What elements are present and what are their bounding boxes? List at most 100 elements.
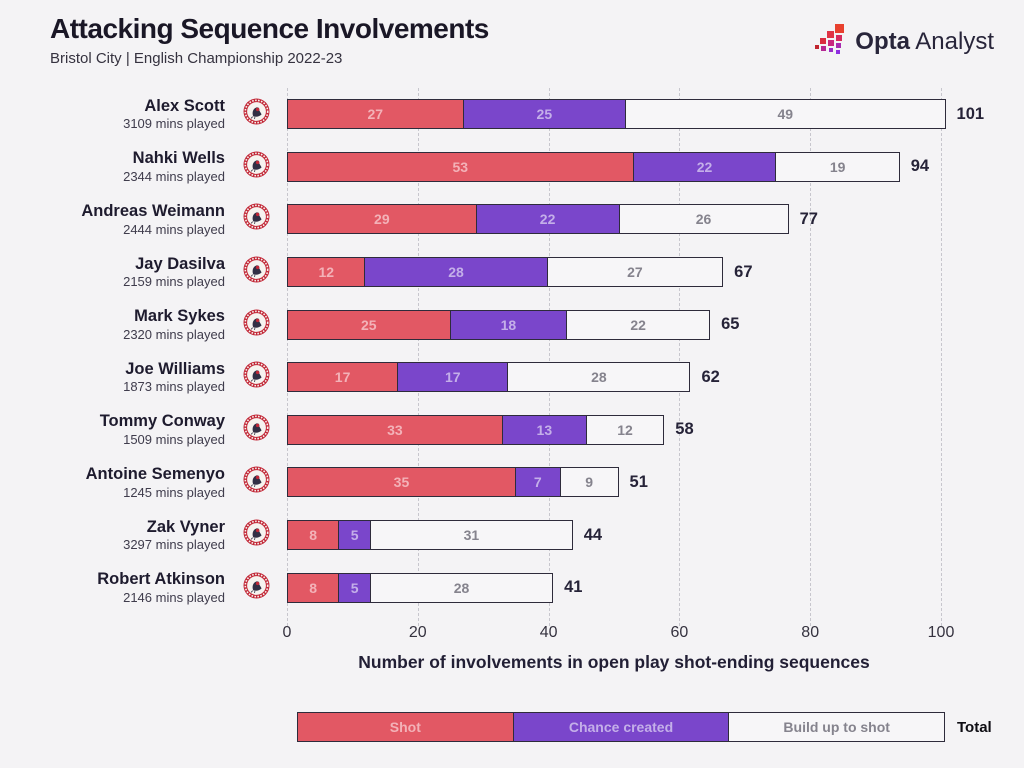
chance-created-segment: 18 <box>449 309 568 340</box>
legend-bar: Shot Chance created Build up to shot <box>297 712 946 742</box>
club-badge-cell <box>225 203 287 235</box>
logo-wordmark: Opta Analyst <box>855 28 994 56</box>
build-up-segment: 19 <box>775 151 900 182</box>
build-up-segment: 22 <box>566 309 711 340</box>
player-name: Antoine Semenyo <box>85 465 225 484</box>
player-cell: Mark Sykes 2320 mins played <box>0 306 225 343</box>
tick-label: 60 <box>670 624 689 641</box>
opta-squares-icon <box>813 22 847 61</box>
tick-label: 40 <box>539 624 558 641</box>
total-value: 65 <box>721 315 740 334</box>
shot-segment: 17 <box>287 362 399 393</box>
chance-created-segment: 28 <box>364 257 548 288</box>
club-badge-cell <box>225 361 287 393</box>
table-row: Mark Sykes 2320 mins played 25 18 22 65 <box>0 298 1024 351</box>
player-name: Alex Scott <box>144 96 225 115</box>
bar-rows: Alex Scott 3109 mins played 27 25 49 101 <box>0 88 1024 614</box>
stacked-bar: 17 17 28 <box>287 362 691 393</box>
legend-total-label: Total <box>957 718 992 736</box>
logo-text-bold: Opta <box>855 27 910 55</box>
total-value: 77 <box>799 209 818 228</box>
player-cell: Zak Vyner 3297 mins played <box>0 517 225 554</box>
player-minutes: 1509 mins played <box>123 432 225 448</box>
player-minutes: 3297 mins played <box>123 537 225 553</box>
player-name: Andreas Weimann <box>81 202 225 221</box>
player-name: Tommy Conway <box>99 412 225 431</box>
build-up-segment: 12 <box>585 414 665 445</box>
player-cell: Jay Dasilva 2159 mins played <box>0 254 225 291</box>
stacked-bar: 8 5 28 <box>287 572 554 603</box>
player-cell: Alex Scott 3109 mins played <box>0 96 225 133</box>
player-minutes: 2320 mins played <box>123 326 225 342</box>
tick-label: 100 <box>927 624 955 641</box>
stacked-bar: 8 5 31 <box>287 520 573 551</box>
bristol-city-badge-icon <box>243 361 270 393</box>
bristol-city-badge-icon <box>243 519 270 551</box>
bristol-city-badge-icon <box>243 98 270 130</box>
legend-item-shot: Shot <box>297 712 514 742</box>
chance-created-segment: 5 <box>338 572 371 603</box>
chance-created-segment: 13 <box>501 414 587 445</box>
club-badge-cell <box>225 256 287 288</box>
club-badge-cell <box>225 98 287 130</box>
chance-created-segment: 25 <box>462 99 627 130</box>
build-up-segment: 49 <box>625 99 946 130</box>
bristol-city-badge-icon <box>243 203 270 235</box>
table-row: Tommy Conway 1509 mins played 33 13 12 5… <box>0 404 1024 457</box>
player-cell: Tommy Conway 1509 mins played <box>0 411 225 448</box>
bristol-city-badge-icon <box>243 309 270 341</box>
header: Attacking Sequence Involvements Bristol … <box>50 13 489 67</box>
total-value: 51 <box>629 472 648 491</box>
player-name: Jay Dasilva <box>135 254 225 273</box>
shot-segment: 33 <box>287 414 503 445</box>
table-row: Joe Williams 1873 mins played 17 17 28 6… <box>0 351 1024 404</box>
club-badge-cell <box>225 309 287 341</box>
shot-segment: 29 <box>287 204 477 235</box>
player-cell: Antoine Semenyo 1245 mins played <box>0 464 225 501</box>
player-minutes: 1873 mins played <box>123 379 225 395</box>
build-up-segment: 9 <box>559 467 619 498</box>
player-name: Mark Sykes <box>134 307 225 326</box>
logo-text-regular: Analyst <box>915 27 994 55</box>
player-cell: Nahki Wells 2344 mins played <box>0 148 225 185</box>
shot-segment: 25 <box>287 309 451 340</box>
player-minutes: 2344 mins played <box>123 169 225 185</box>
total-value: 41 <box>564 578 583 597</box>
player-name: Nahki Wells <box>132 149 225 168</box>
player-minutes: 2159 mins played <box>123 274 225 290</box>
player-cell: Robert Atkinson 2146 mins played <box>0 569 225 606</box>
tick-label: 20 <box>408 624 427 641</box>
tick-label: 0 <box>282 624 292 641</box>
build-up-segment: 27 <box>546 257 724 288</box>
x-axis-ticks: 0 20 40 60 80 100 <box>0 624 1024 646</box>
stacked-bar: 27 25 49 <box>287 99 946 130</box>
shot-segment: 27 <box>287 99 464 130</box>
total-value: 62 <box>701 367 720 386</box>
bristol-city-badge-icon <box>243 414 270 446</box>
x-axis-label: Number of involvements in open play shot… <box>358 652 870 672</box>
legend-item-chance: Chance created <box>512 712 730 742</box>
stacked-bar: 12 28 27 <box>287 257 724 288</box>
table-row: Alex Scott 3109 mins played 27 25 49 101 <box>0 88 1024 141</box>
stacked-bar: 53 22 19 <box>287 151 900 182</box>
player-name: Robert Atkinson <box>97 570 225 589</box>
bristol-city-badge-icon <box>243 256 270 288</box>
legend: Shot Chance created Build up to shot Total <box>297 712 992 742</box>
build-up-segment: 31 <box>370 520 573 551</box>
player-minutes: 1245 mins played <box>123 484 225 500</box>
chance-created-segment: 7 <box>514 467 561 498</box>
club-badge-cell <box>225 519 287 551</box>
total-value: 44 <box>583 525 603 544</box>
club-badge-cell <box>225 151 287 183</box>
total-value: 67 <box>734 262 753 281</box>
player-minutes: 2146 mins played <box>123 589 225 605</box>
build-up-segment: 28 <box>507 362 691 393</box>
player-minutes: 3109 mins played <box>123 116 225 132</box>
shot-segment: 8 <box>287 572 340 603</box>
stacked-bar: 35 7 9 <box>287 467 619 498</box>
legend-item-build: Build up to shot <box>728 712 946 742</box>
tick-label: 80 <box>801 624 820 641</box>
page-subtitle: Bristol City | English Championship 2022… <box>50 50 343 67</box>
table-row: Nahki Wells 2344 mins played 53 22 19 94 <box>0 141 1024 194</box>
